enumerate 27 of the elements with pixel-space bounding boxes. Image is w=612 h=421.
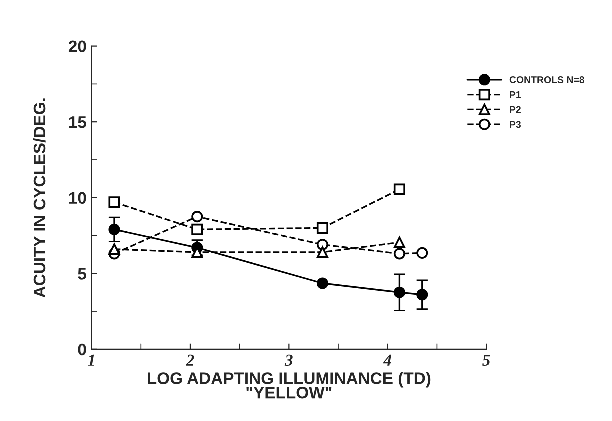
legend-label: P2: [510, 106, 521, 114]
x-axis-title: LOG ADAPTING ILLUMINANCE (TD) "YELLOW": [148, 372, 431, 399]
x-tick-label: 2: [186, 354, 194, 366]
y-tick-label: 0: [78, 344, 86, 356]
legend-label: P1: [510, 92, 522, 98]
point: [316, 222, 328, 234]
legend-label: CONTROLS N=8: [510, 76, 585, 84]
point: [192, 211, 204, 223]
x-tick-label: 1: [88, 354, 94, 366]
point: [394, 184, 406, 196]
point: [108, 244, 120, 256]
y-tick-label: 15: [69, 116, 86, 128]
point: [394, 248, 406, 260]
point: [316, 278, 328, 290]
x-tick-label: 5: [482, 354, 490, 366]
y-tick-label: 5: [78, 268, 86, 280]
legend-label: P3: [510, 121, 522, 128]
y-tick-label: 20: [68, 40, 86, 53]
y-tick-label: 10: [69, 192, 86, 204]
point: [416, 247, 428, 259]
point: [192, 224, 204, 236]
x-tick-label: 4: [383, 354, 392, 366]
x-tick-label: 3: [284, 354, 293, 366]
point: [108, 196, 120, 208]
point: [316, 246, 328, 258]
point: [394, 236, 406, 248]
y-axis-title: ACUITY IN CYCLES/DEG.: [33, 98, 46, 298]
